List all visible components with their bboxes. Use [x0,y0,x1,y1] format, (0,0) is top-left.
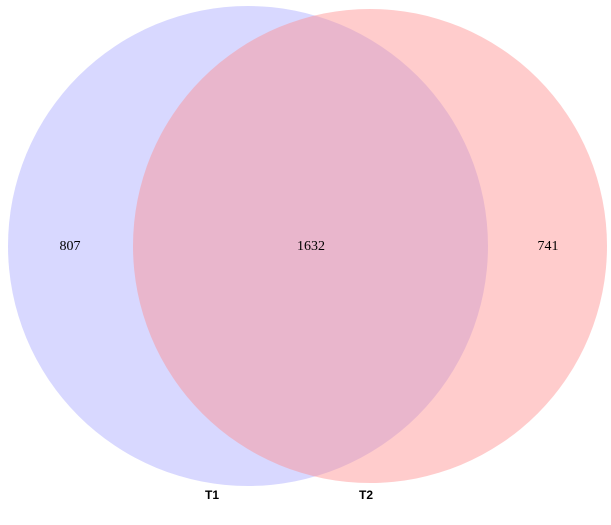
intersection-count: 1632 [297,239,325,254]
set-t1-label: T1 [205,488,219,502]
set-t2-circle [133,9,607,483]
set-t2-label: T2 [359,488,373,502]
t2-only-count: 741 [538,239,559,254]
t1-only-count: 807 [60,239,81,254]
set-t1-circle [8,6,488,486]
